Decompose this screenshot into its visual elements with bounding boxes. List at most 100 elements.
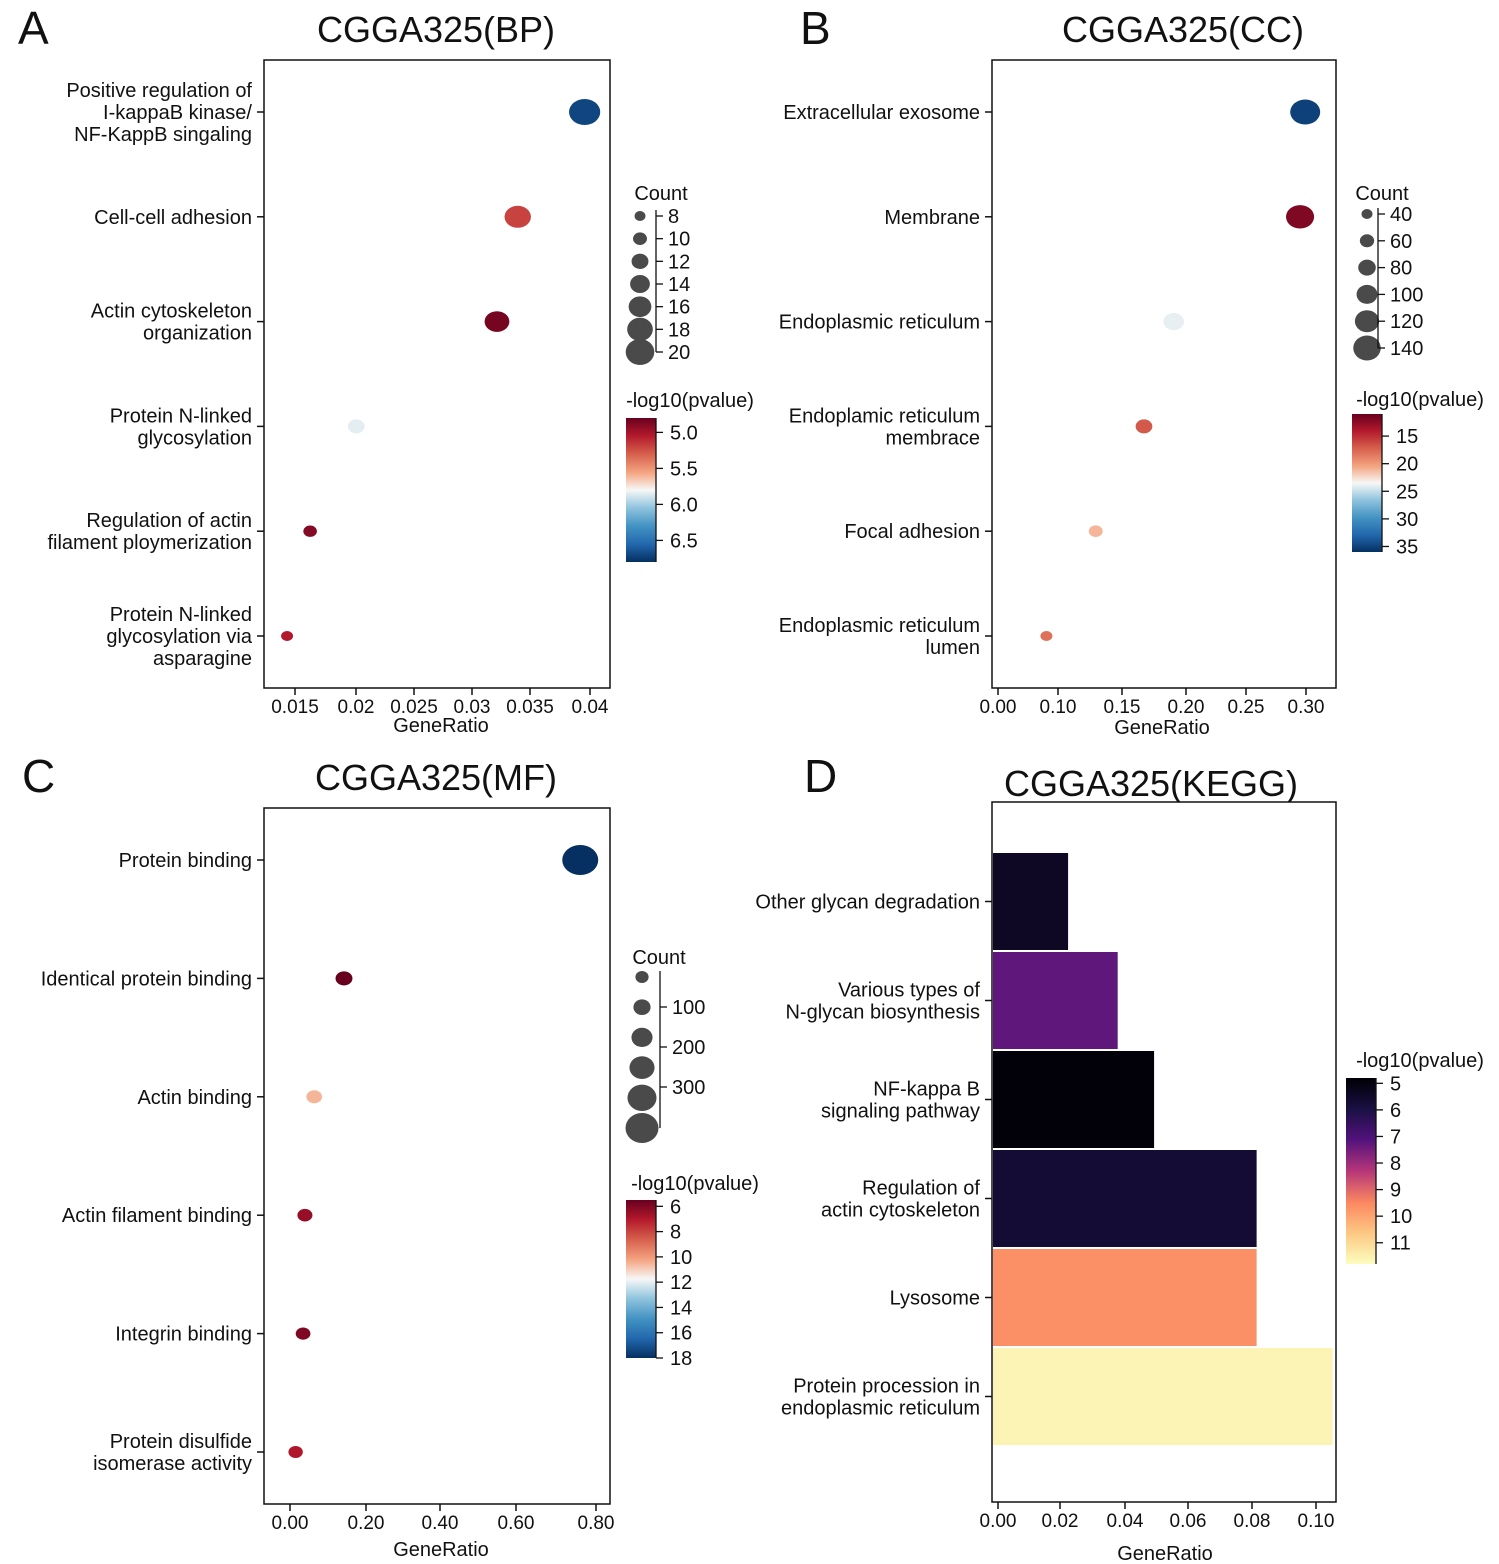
data-point bbox=[288, 1446, 303, 1458]
category-label: endoplasmic reticulum bbox=[781, 1398, 980, 1420]
x-tick-label: 0.00 bbox=[272, 1513, 309, 1534]
x-tick-label: 0.15 bbox=[1104, 697, 1141, 718]
category-label: Integrin binding bbox=[115, 1324, 252, 1346]
x-tick-label: 0.10 bbox=[1040, 697, 1077, 718]
color-legend-title: -log10(pvalue) bbox=[631, 1173, 759, 1195]
category-label: N-glycan biosynthesis bbox=[785, 1002, 980, 1024]
color-bar-label: 14 bbox=[670, 1297, 692, 1319]
panel-C: C CGGA325(MF) 0.00 0.20 0.40 0.60 0.80 GeneRati… bbox=[22, 750, 759, 1561]
color-bar-label: 6 bbox=[1390, 1100, 1401, 1122]
size-legend-dot bbox=[1358, 259, 1376, 276]
x-tick-label: 0.015 bbox=[271, 697, 319, 718]
category-label: Endoplamic reticulum bbox=[789, 405, 980, 427]
color-bar-label: 12 bbox=[670, 1272, 692, 1294]
data-point bbox=[569, 99, 601, 125]
color-bar-label: 6.0 bbox=[670, 494, 698, 516]
color-bar-label: 6 bbox=[670, 1196, 681, 1218]
color-bar-label: 15 bbox=[1396, 426, 1418, 448]
category-label: Protein binding bbox=[119, 850, 252, 872]
color-bar-label: 25 bbox=[1396, 481, 1418, 503]
size-legend-label: 200 bbox=[672, 1037, 705, 1059]
x-tick-label: 0.60 bbox=[498, 1513, 535, 1534]
category-label: Lysosome bbox=[890, 1288, 980, 1310]
category-label: lumen bbox=[926, 637, 980, 659]
chart-title: CGGA325(MF) bbox=[315, 757, 557, 798]
color-legend-title: -log10(pvalue) bbox=[626, 390, 754, 412]
size-legend-dot bbox=[1356, 284, 1378, 304]
data-point bbox=[295, 1327, 311, 1340]
bar bbox=[993, 1051, 1155, 1148]
category-label: NF-kappa B bbox=[873, 1079, 980, 1101]
color-bar-label: 11 bbox=[1390, 1233, 1411, 1255]
category-label: organization bbox=[143, 323, 252, 345]
category-label: Regulation of bbox=[862, 1178, 980, 1200]
category-label: Regulation of actin bbox=[86, 510, 252, 532]
bar bbox=[993, 853, 1069, 950]
x-tick-label: 0.10 bbox=[1298, 1511, 1335, 1532]
color-bar bbox=[1346, 1078, 1376, 1264]
category-label: Actin filament binding bbox=[62, 1205, 252, 1227]
bar bbox=[993, 1348, 1333, 1445]
x-axis-label: GeneRatio bbox=[1117, 1543, 1213, 1564]
category-label: isomerase activity bbox=[93, 1453, 252, 1475]
color-bar-label: 8 bbox=[1390, 1153, 1401, 1175]
x-tick-label: 0.04 bbox=[572, 697, 609, 718]
size-legend-label: 10 bbox=[668, 229, 690, 251]
x-tick-label: 0.02 bbox=[1042, 1511, 1079, 1532]
plot-frame bbox=[263, 807, 611, 1505]
x-tick-label: 0.00 bbox=[980, 697, 1017, 718]
color-bar-label: 10 bbox=[1390, 1206, 1412, 1228]
size-legend-title: Count bbox=[634, 183, 688, 205]
plot-frame bbox=[991, 59, 1337, 689]
x-tick-label: 0.80 bbox=[578, 1513, 615, 1534]
category-label: asparagine bbox=[153, 648, 252, 670]
category-label: Identical protein binding bbox=[41, 968, 252, 990]
color-bar-label: 5.5 bbox=[670, 458, 698, 480]
size-legend-dot bbox=[635, 971, 649, 983]
size-legend-dot bbox=[629, 1056, 655, 1079]
data-point bbox=[1040, 631, 1053, 641]
x-axis-label: GeneRatio bbox=[393, 715, 489, 737]
category-label: membrace bbox=[886, 427, 980, 449]
color-bar-label: 20 bbox=[1396, 454, 1418, 476]
x-tick-label: 0.20 bbox=[348, 1513, 385, 1534]
category-label: NF-KappB singaling bbox=[74, 124, 252, 146]
color-bar bbox=[1352, 414, 1382, 552]
size-legend-dot bbox=[631, 253, 649, 269]
color-legend-title: -log10(pvalue) bbox=[1356, 389, 1484, 411]
size-legend-label: 140 bbox=[1390, 338, 1423, 360]
panel-B: B CGGA325(CC) 0.00 0.10 0.15 0.20 0.25 0.30 Gene… bbox=[779, 2, 1484, 739]
panel-D: D CGGA325(KEGG) 0.00 0.02 0.04 0.06 0.08 0.10 Ge… bbox=[755, 750, 1484, 1564]
data-point bbox=[1290, 99, 1321, 125]
x-tick-label: 0.25 bbox=[1228, 697, 1265, 718]
category-label: Protein N-linked bbox=[110, 604, 252, 626]
data-point bbox=[1088, 525, 1103, 537]
panel-letter: C bbox=[22, 750, 55, 802]
chart-title: CGGA325(CC) bbox=[1062, 9, 1304, 50]
category-label: glycosylation via bbox=[106, 626, 253, 648]
panel-letter: B bbox=[800, 2, 831, 54]
size-legend-label: 18 bbox=[668, 319, 690, 341]
category-label: Focal adhesion bbox=[844, 521, 980, 543]
category-label: Endoplasmic reticulum bbox=[779, 615, 980, 637]
color-bar-label: 5 bbox=[1390, 1073, 1401, 1095]
size-legend-dot bbox=[631, 1027, 653, 1047]
size-legend-label: 12 bbox=[668, 251, 690, 273]
plot-frame bbox=[263, 59, 611, 689]
color-legend-title: -log10(pvalue) bbox=[1356, 1050, 1484, 1072]
color-bar-label: 18 bbox=[670, 1348, 692, 1370]
size-legend-dot bbox=[628, 296, 652, 317]
data-point bbox=[297, 1208, 313, 1222]
data-point bbox=[306, 1090, 323, 1104]
size-legend-label: 40 bbox=[1390, 204, 1412, 226]
bar bbox=[993, 1150, 1257, 1247]
x-tick-label: 0.02 bbox=[338, 697, 375, 718]
size-legend-dot bbox=[1354, 310, 1380, 333]
color-bar-label: 10 bbox=[670, 1247, 692, 1269]
category-label: Membrane bbox=[884, 207, 980, 229]
size-legend-dot bbox=[627, 317, 653, 342]
bar bbox=[993, 952, 1118, 1049]
size-legend-label: 8 bbox=[668, 206, 679, 228]
color-bar-label: 30 bbox=[1396, 509, 1418, 531]
